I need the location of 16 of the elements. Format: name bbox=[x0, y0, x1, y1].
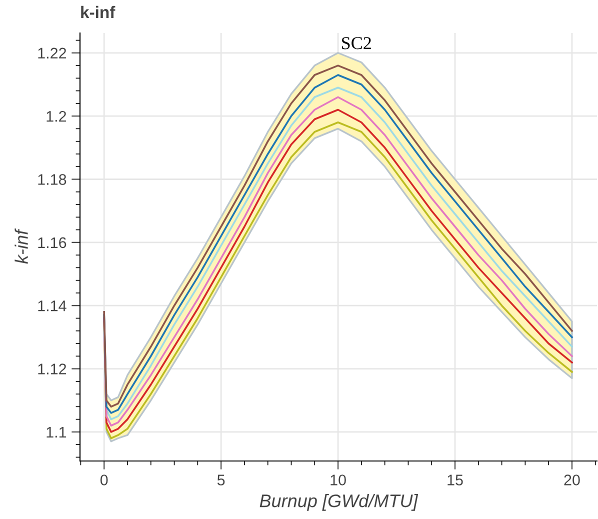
y-tick-label: 1.2 bbox=[46, 110, 66, 122]
y-tick-label: 1.12 bbox=[38, 364, 66, 374]
y-tick-label: 1.1 bbox=[46, 426, 66, 438]
y-tick-label: 1.22 bbox=[38, 48, 66, 58]
y-tick-label: 1.14 bbox=[38, 300, 66, 312]
y-tick-label: 1.16 bbox=[38, 237, 66, 248]
x-tick-label: 20 bbox=[564, 474, 580, 486]
x-axis-title: Burnup [GWd/MTU] bbox=[260, 494, 418, 511]
annotation: SC2 bbox=[342, 37, 371, 50]
y-axis-title: k-inf bbox=[14, 228, 28, 264]
chart-title: k-inf bbox=[81, 6, 116, 18]
x-tick-label: 5 bbox=[217, 474, 225, 486]
x-tick-label: 15 bbox=[448, 474, 463, 486]
x-tick-label: 0 bbox=[100, 474, 108, 486]
x-tick-label: 10 bbox=[330, 474, 346, 486]
y-tick-label: 1.18 bbox=[38, 174, 66, 185]
